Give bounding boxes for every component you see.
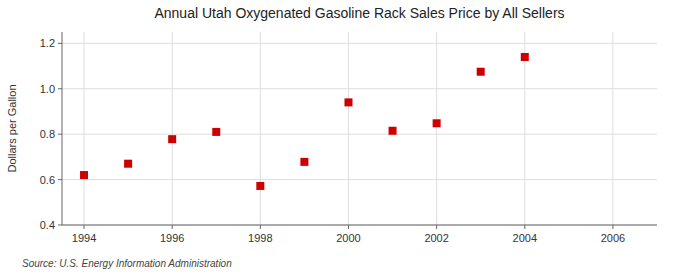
x-tick [172, 225, 173, 229]
x-axis-line [62, 225, 657, 226]
y-tick [58, 225, 62, 226]
point [344, 98, 352, 106]
x-tick [348, 225, 349, 229]
point [124, 160, 132, 168]
axes: 0.4 0.6 0.8 1.0 1.2 1994 1996 1998 2000 2002 2004 2… [40, 32, 657, 244]
point [521, 53, 529, 61]
x-tick-label: 1996 [160, 232, 184, 244]
y-tick [58, 88, 62, 89]
y-grid-line [62, 134, 657, 135]
y-grid-line [62, 43, 657, 44]
x-tick-label: 1998 [248, 232, 272, 244]
x-tick-label: 2004 [513, 232, 537, 244]
y-tick-label: 0.8 [40, 128, 55, 140]
point [477, 68, 485, 76]
x-grid-line [260, 32, 261, 225]
y-tick [58, 134, 62, 135]
x-tick [524, 225, 525, 229]
x-grid-line [612, 32, 613, 225]
y-grid-line [62, 88, 657, 89]
x-tick [260, 225, 261, 229]
y-tick-label: 0.4 [40, 219, 55, 231]
y-tick-label: 1.2 [40, 37, 55, 49]
x-tick-label: 2002 [424, 232, 448, 244]
y-grid-line [62, 225, 657, 226]
y-axis-line [62, 32, 63, 225]
x-grid-line [84, 32, 85, 225]
x-grid-line [172, 32, 173, 225]
point [256, 182, 264, 190]
y-tick [58, 179, 62, 180]
x-tick-label: 2000 [336, 232, 360, 244]
x-tick [436, 225, 437, 229]
x-tick [84, 225, 85, 229]
points [80, 53, 529, 190]
point [433, 119, 441, 127]
y-tick [58, 43, 62, 44]
point [80, 171, 88, 179]
x-tick-label: 1994 [72, 232, 96, 244]
source-note: Source: U.S. Energy Information Administ… [22, 258, 232, 269]
grid [62, 32, 657, 225]
chart: Annual Utah Oxygenated Gasoline Rack Sal… [0, 0, 675, 275]
y-axis-label: Dollars per Gallon [6, 84, 18, 172]
y-tick-label: 1.0 [40, 83, 55, 95]
point [212, 128, 220, 136]
point [168, 135, 176, 143]
y-grid-line [62, 179, 657, 180]
x-tick [612, 225, 613, 229]
point [300, 158, 308, 166]
y-tick-label: 0.6 [40, 174, 55, 186]
point [389, 127, 397, 135]
x-tick-label: 2006 [601, 232, 625, 244]
title: Annual Utah Oxygenated Gasoline Rack Sal… [154, 5, 564, 21]
x-grid-line [436, 32, 437, 225]
x-grid-line [348, 32, 349, 225]
